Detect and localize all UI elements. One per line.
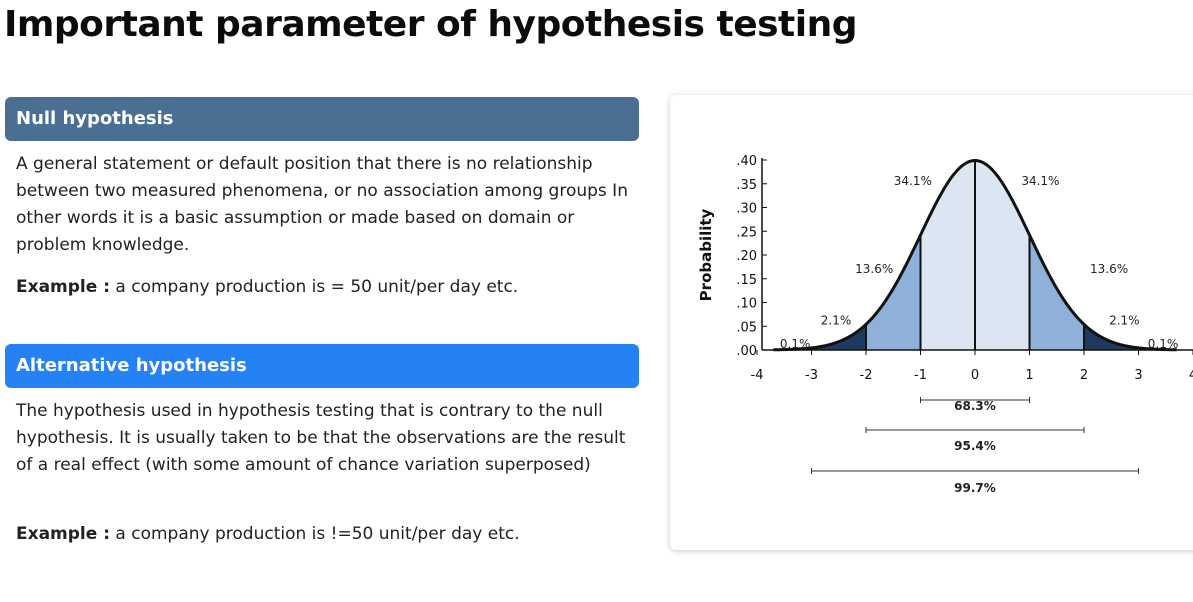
null-hypothesis-heading: Null hypothesis bbox=[5, 97, 639, 141]
alternative-hypothesis-description: The hypothesis used in hypothesis testin… bbox=[16, 401, 626, 475]
x-tick-label: 0 bbox=[971, 368, 979, 383]
null-hypothesis-description: A general statement or default position … bbox=[16, 154, 628, 255]
x-tick-label: 2 bbox=[1080, 368, 1088, 383]
x-tick-label: -1 bbox=[914, 368, 927, 383]
alt-example-text: a company production is !=50 unit/per da… bbox=[110, 524, 520, 544]
region-right-tail bbox=[1084, 324, 1139, 350]
range-percent-label: 68.3% bbox=[954, 399, 996, 413]
region-percent-label: 2.1% bbox=[821, 313, 852, 327]
page-title: Important parameter of hypothesis testin… bbox=[4, 4, 858, 45]
alternative-hypothesis-example: Example : a company production is !=50 u… bbox=[16, 524, 520, 544]
x-tick-label: 4 bbox=[1189, 368, 1193, 383]
region-percent-label: 2.1% bbox=[1109, 313, 1140, 327]
region-percent-label: 13.6% bbox=[855, 262, 893, 276]
range-percent-label: 95.4% bbox=[954, 439, 996, 453]
normal-distribution-chart-card: .00.05.10.15.20.25.30.35.40-4-3-2-101234… bbox=[670, 95, 1193, 550]
region-percent-label: 0.1% bbox=[780, 337, 811, 351]
region-percent-label: 0.1% bbox=[1148, 337, 1179, 351]
y-tick-label: .30 bbox=[736, 202, 757, 217]
y-tick-label: .15 bbox=[736, 273, 757, 288]
region-percent-label: 34.1% bbox=[894, 174, 932, 188]
x-tick-label: -2 bbox=[860, 368, 873, 383]
x-tick-label: -3 bbox=[805, 368, 818, 383]
null-example-label: Example : bbox=[16, 277, 111, 297]
range-percent-label: 99.7% bbox=[954, 481, 996, 495]
region-percent-label: 34.1% bbox=[1021, 174, 1059, 188]
y-tick-label: .00 bbox=[736, 344, 757, 359]
region-left-tail bbox=[811, 324, 866, 350]
y-tick-label: .10 bbox=[736, 297, 757, 312]
x-tick-label: -4 bbox=[751, 368, 764, 383]
y-tick-label: .05 bbox=[736, 320, 757, 335]
alternative-hypothesis-heading: Alternative hypothesis bbox=[5, 344, 639, 388]
y-tick-label: .25 bbox=[736, 225, 757, 240]
null-hypothesis-example: Example : a company production is = 50 u… bbox=[16, 277, 518, 297]
alt-example-label: Example : bbox=[16, 524, 111, 544]
normal-curve bbox=[773, 158, 1177, 352]
null-example-text: a company production is = 50 unit/per da… bbox=[110, 277, 519, 297]
x-tick-label: 1 bbox=[1025, 368, 1033, 383]
y-tick-label: .40 bbox=[736, 154, 757, 169]
y-tick-label: .35 bbox=[736, 178, 757, 193]
x-tick-label: 3 bbox=[1134, 368, 1142, 383]
normal-distribution-chart: .00.05.10.15.20.25.30.35.40-4-3-2-101234… bbox=[697, 154, 1193, 495]
y-axis-label: Probability bbox=[697, 208, 715, 301]
y-tick-label: .20 bbox=[736, 249, 757, 264]
region-percent-label: 13.6% bbox=[1090, 262, 1128, 276]
